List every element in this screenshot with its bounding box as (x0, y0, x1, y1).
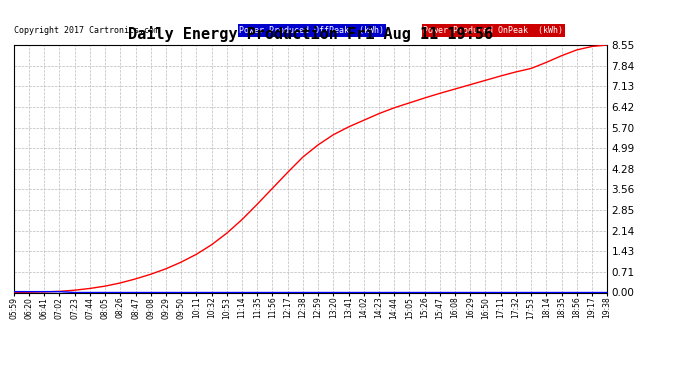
Text: Copyright 2017 Cartronics.com: Copyright 2017 Cartronics.com (14, 26, 159, 35)
Text: Power Produced OffPeak  (kWh): Power Produced OffPeak (kWh) (239, 26, 384, 35)
Title: Daily Energy Production Fri Aug 11 19:56: Daily Energy Production Fri Aug 11 19:56 (128, 27, 493, 42)
Text: Power Produced OnPeak  (kWh): Power Produced OnPeak (kWh) (423, 26, 563, 35)
